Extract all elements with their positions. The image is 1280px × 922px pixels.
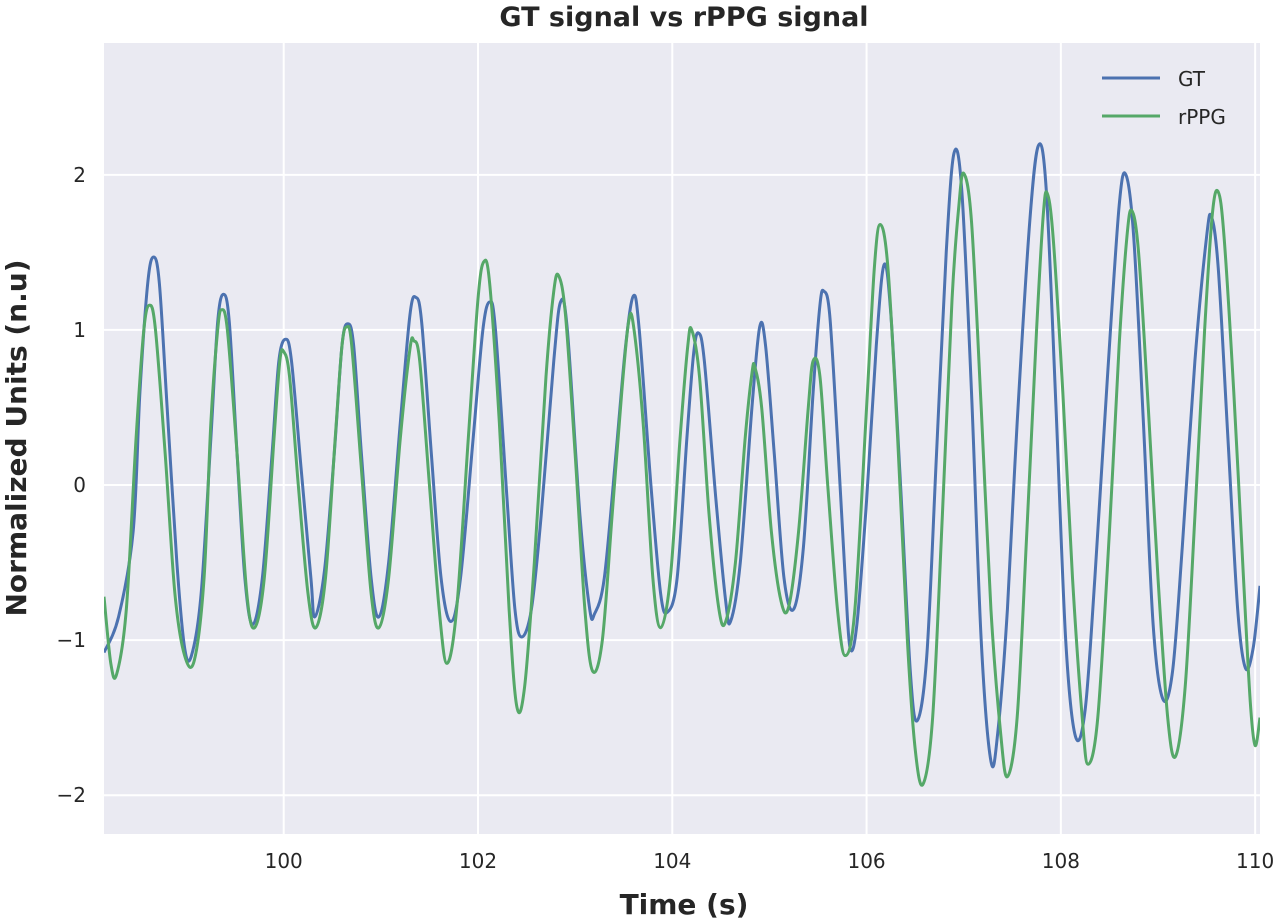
y-tick-labels: −2 −1 0 1 2 <box>57 163 86 807</box>
y-tick-label: −2 <box>57 783 86 807</box>
x-axis-label: Time (s) <box>620 888 749 921</box>
y-tick-label: 2 <box>73 163 86 187</box>
series-layer <box>104 142 1260 787</box>
legend: GT rPPG <box>1102 67 1226 129</box>
y-axis-label: Normalized Units (n.u) <box>0 260 33 617</box>
x-tick-label: 106 <box>847 849 885 873</box>
series-line-rppg <box>104 171 1260 787</box>
x-tick-label: 102 <box>459 849 497 873</box>
y-tick-label: 0 <box>73 473 86 497</box>
x-tick-label: 100 <box>265 849 303 873</box>
y-tick-label: 1 <box>73 318 86 342</box>
legend-gt-label: GT <box>1178 67 1206 91</box>
legend-rppg-label: rPPG <box>1178 105 1226 129</box>
series-line-gt <box>104 142 1260 769</box>
x-tick-label: 108 <box>1042 849 1080 873</box>
x-tick-labels: 100 102 104 106 108 110 <box>265 849 1275 873</box>
x-tick-label: 104 <box>653 849 691 873</box>
chart-title: GT signal vs rPPG signal <box>499 2 868 33</box>
x-tick-label: 110 <box>1236 849 1274 873</box>
plot-area <box>104 43 1260 834</box>
y-tick-label: −1 <box>57 628 86 652</box>
